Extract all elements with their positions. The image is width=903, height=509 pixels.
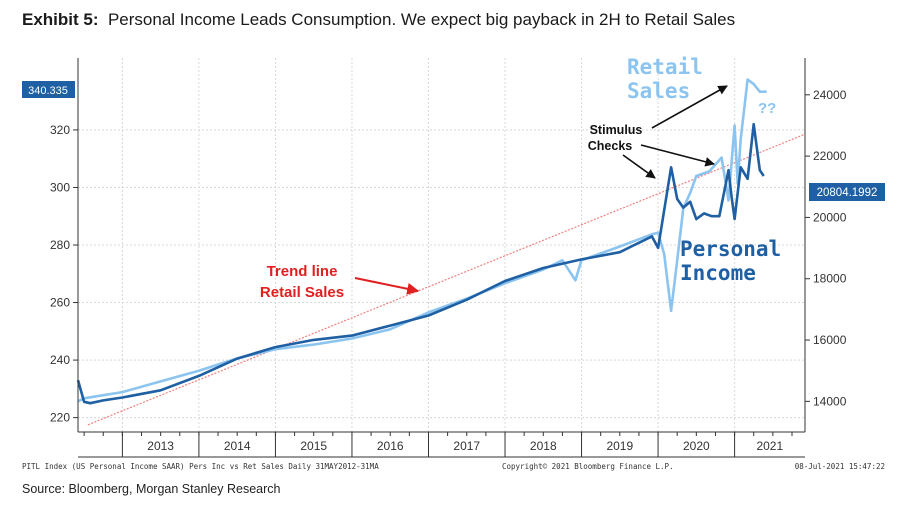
left-last-value: 340.335 — [28, 85, 68, 97]
stimulus-arrow-2021a — [640, 144, 715, 167]
x-tick-label-2016: 2016 — [377, 439, 404, 453]
footer-timestamp: 08-Jul-2021 15:47:22 — [795, 462, 885, 471]
left-tick-label-220: 220 — [50, 411, 70, 425]
retail-sales-line — [77, 78, 767, 403]
personal-income-line — [76, 122, 765, 405]
left-last-value-badge: 340.335 — [22, 81, 75, 98]
personal-income-label-line2: Income — [680, 261, 756, 285]
right-last-value: 20804.1992 — [817, 187, 878, 199]
right-tick-label-16000: 16000 — [813, 333, 847, 347]
title-text: Personal Income Leads Consumption. We ex… — [107, 10, 736, 29]
exhibit-label: Exhibit 5: — [22, 10, 99, 29]
x-tick-label-2013: 2013 — [147, 439, 174, 453]
left-tick-label-240: 240 — [50, 353, 70, 367]
axes-layer — [73, 58, 810, 458]
x-tick-label-2014: 2014 — [224, 439, 251, 453]
right-tick-label-22000: 22000 — [813, 149, 847, 163]
right-last-value-badge: 20804.1992 — [809, 183, 885, 201]
x-tick-label-2015: 2015 — [300, 439, 327, 453]
stimulus-annotation-line1: Stimulus — [590, 123, 643, 137]
x-tick-label-2021: 2021 — [756, 439, 783, 453]
stimulus-arrow-2021b — [651, 85, 728, 129]
trend-line — [87, 133, 806, 426]
trend-annotation-arrow — [354, 277, 420, 295]
x-tick-label-2019: 2019 — [606, 439, 633, 453]
left-tick-label-320: 320 — [50, 123, 70, 137]
stimulus-annotation-line2: Checks — [588, 139, 633, 153]
footer-index-text: PITL Index (US Personal Income SAAR) Per… — [22, 462, 379, 471]
left-tick-label-280: 280 — [50, 238, 70, 252]
right-tick-label-14000: 14000 — [813, 394, 847, 408]
question-marks: ?? — [758, 100, 776, 117]
left-tick-label-260: 260 — [50, 296, 70, 310]
x-tick-label-2020: 2020 — [683, 439, 710, 453]
trend-annotation-line1: Trend line — [267, 263, 338, 280]
personal-income-label-line1: Personal — [680, 237, 781, 261]
right-tick-label-24000: 24000 — [813, 88, 847, 102]
source-note: Source: Bloomberg, Morgan Stanley Resear… — [22, 482, 281, 496]
retail-sales-label-line1: Retail — [627, 55, 703, 79]
x-tick-label-2018: 2018 — [530, 439, 557, 453]
gridlines — [78, 58, 805, 432]
tick-labels-layer: 220 240 260 280 300 320 14000 16000 18000 20000 22… — [50, 88, 847, 453]
retail-sales-label-line2: Sales — [627, 79, 690, 103]
trend-annotation-line2: Retail Sales — [260, 284, 344, 301]
right-tick-label-18000: 18000 — [813, 272, 847, 286]
chart-title: Exhibit 5: Personal Income Leads Consump… — [22, 10, 735, 30]
left-tick-label-300: 300 — [50, 180, 70, 194]
x-tick-label-2017: 2017 — [453, 439, 480, 453]
trend-line-layer — [87, 133, 806, 426]
series-layer — [76, 78, 767, 405]
stimulus-arrow-2020 — [622, 154, 656, 179]
footer-copyright: Copyright© 2021 Bloomberg Finance L.P. — [502, 462, 674, 471]
right-tick-label-20000: 20000 — [813, 210, 847, 224]
